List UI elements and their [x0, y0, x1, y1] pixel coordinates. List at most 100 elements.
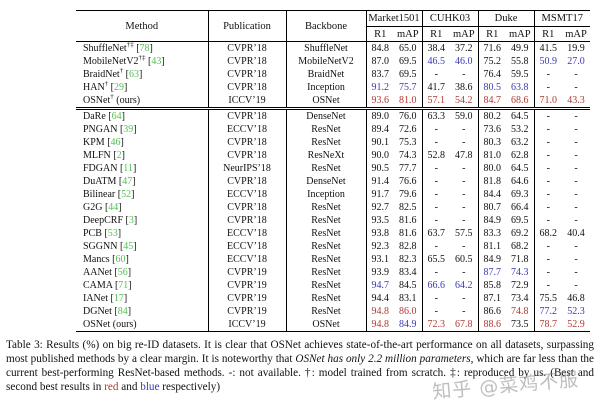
citation-ref[interactable]: [43] — [145, 55, 165, 67]
citation-ref[interactable]: [3] — [123, 214, 138, 226]
citation-number[interactable]: 39 — [123, 123, 134, 135]
score-cell: 71.0 — [539, 94, 558, 106]
score-cell: - — [434, 188, 438, 200]
score-cell: 49.9 — [506, 41, 535, 55]
score-cell: 38.4 — [427, 42, 446, 54]
table-row: SGGNN [45] ECCV’18 ResNet 92.3 82.8- -81.1 68.… — [76, 240, 590, 253]
citation-ref[interactable]: [39] — [117, 123, 137, 135]
backbone-cell: ResNet — [286, 136, 367, 149]
citation-number[interactable]: 43 — [151, 55, 162, 67]
method-name: HAN — [83, 81, 105, 93]
citation-number[interactable]: 53 — [107, 227, 118, 239]
citation-ref[interactable]: [2] — [110, 149, 125, 161]
citation-number[interactable]: 84 — [117, 305, 128, 317]
publication-cell: ECCV’18 — [208, 253, 287, 266]
score-cell: 89.4 — [371, 123, 390, 135]
score-cell: - — [450, 188, 479, 201]
score-cell: 69.5 — [506, 214, 535, 227]
score-cell: - — [546, 81, 550, 93]
score-cell: 93.8 — [371, 227, 390, 239]
method-name: AANet — [83, 266, 112, 278]
citation-ref[interactable]: [11] — [117, 162, 137, 174]
score-cell: - — [574, 81, 578, 93]
citation-number[interactable]: 45 — [123, 240, 134, 252]
citation-number[interactable]: 64 — [111, 110, 122, 122]
method-name: KPM — [83, 136, 105, 148]
score-cell: 86.6 — [483, 305, 502, 317]
citation-ref[interactable]: [60] — [109, 253, 129, 265]
method-name: DGNet — [83, 305, 112, 317]
score-cell: 94.8 — [371, 305, 390, 317]
citation-ref[interactable]: [45] — [117, 240, 137, 252]
citation-number[interactable]: 11 — [123, 162, 133, 174]
backbone-cell: ResNet — [286, 214, 367, 227]
backbone-cell: DenseNet — [286, 107, 367, 123]
citation-number[interactable]: 71 — [118, 279, 129, 291]
score-cell: - — [546, 149, 550, 161]
score-cell: 94.8 — [366, 318, 394, 332]
score-cell: - — [546, 162, 550, 174]
header-row-metrics: R1 mAP R1 mAP R1 mAP R1 mAP — [76, 26, 590, 42]
citation-number[interactable]: 3 — [128, 214, 134, 226]
score-cell: 87.1 — [483, 292, 502, 304]
score-cell: 80.2 — [478, 107, 506, 123]
score-cell: 91.2 — [371, 81, 390, 93]
score-cell: 69.5 — [394, 68, 423, 81]
citation-number[interactable]: 44 — [108, 201, 119, 213]
method-note: (ours) — [113, 94, 141, 106]
score-cell: 81.1 — [483, 240, 502, 252]
score-cell: - — [574, 175, 578, 187]
score-cell: 40.4 — [567, 227, 585, 239]
score-cell: 69.2 — [506, 227, 535, 240]
citation-number[interactable]: 78 — [139, 42, 150, 54]
citation-number[interactable]: 60 — [115, 253, 126, 265]
citation-ref[interactable]: [46] — [104, 136, 124, 148]
citation-ref[interactable]: [44] — [102, 201, 122, 213]
publication-cell: CVPR’18 — [208, 55, 287, 68]
citation-ref[interactable]: [84] — [111, 305, 132, 317]
score-cell: - — [450, 305, 479, 318]
citation-number[interactable]: 63 — [129, 68, 139, 80]
citation-number[interactable]: 52 — [121, 188, 132, 200]
citation-number[interactable]: 46 — [110, 136, 121, 148]
method-name: MLFN — [83, 149, 111, 161]
backbone-cell: ResNet — [286, 253, 367, 266]
citation-number[interactable]: 2 — [116, 149, 122, 161]
score-cell: - — [450, 266, 479, 279]
score-cell: 57.1 — [427, 94, 446, 106]
citation-ref[interactable]: [64] — [105, 110, 125, 122]
citation-ref[interactable]: [71] — [112, 279, 132, 291]
score-cell: 73.5 — [506, 318, 535, 332]
citation-ref[interactable]: [53] — [101, 227, 122, 239]
citation-ref[interactable]: [63] — [123, 68, 143, 80]
citation-ref[interactable]: [47] — [116, 175, 136, 187]
citation-ref[interactable]: [29] — [108, 81, 128, 93]
citation-number[interactable]: 47 — [122, 175, 133, 187]
citation-number[interactable]: 29 — [114, 81, 125, 93]
score-cell: 71.8 — [506, 253, 535, 266]
score-cell: 53.2 — [506, 123, 535, 136]
table-row: CAMA [71] CVPR’19 ResNet 94.7 84.5 66.6 64.2 85… — [76, 279, 590, 292]
citation-ref[interactable]: [56] — [111, 266, 132, 278]
method-name: CAMA — [83, 279, 113, 291]
citation-number[interactable]: 17 — [113, 292, 124, 304]
citation-number[interactable]: 56 — [117, 266, 128, 278]
method-name: IANet — [83, 292, 108, 304]
citation-ref[interactable]: [52] — [115, 188, 135, 200]
table-row: G2G [44] CVPR’18 ResNet 92.7 82.5- -80.7 66.4-… — [76, 201, 590, 214]
publication-cell: CVPR’18 — [208, 175, 287, 188]
score-cell: - — [434, 240, 438, 252]
score-cell: 75.2 — [483, 55, 502, 67]
method-name: Bilinear — [83, 188, 116, 200]
score-cell: 73.6 — [483, 123, 502, 135]
backbone-cell: ResNet — [286, 279, 367, 292]
score-cell: 64.6 — [506, 175, 535, 188]
citation-ref[interactable]: [78] — [133, 42, 153, 54]
citation-ref[interactable]: [17] — [108, 292, 128, 304]
score-cell: 46.5 — [427, 55, 446, 67]
method-cell: SGGNN [45] — [76, 240, 209, 253]
score-cell: 82.3 — [394, 253, 423, 266]
table-row: DaRe [64] CVPR’18 DenseNet 89.0 76.0 63.3 59.0… — [76, 107, 590, 123]
backbone-cell: DenseNet — [286, 175, 367, 188]
method-cell: ShuffleNet†‡ [78] — [76, 41, 209, 55]
